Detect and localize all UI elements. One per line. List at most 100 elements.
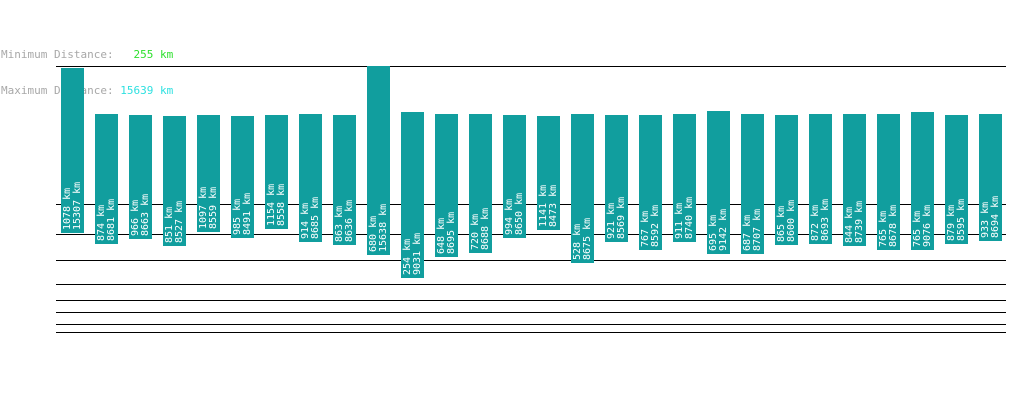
bar-rect bbox=[605, 115, 628, 242]
bar-min-label: 911 km bbox=[674, 203, 685, 239]
bar-min-label: 695 km bbox=[708, 215, 719, 251]
distance-bar: 1078 km 15307 km bbox=[61, 68, 84, 233]
distance-bar: 994 km 8650 km bbox=[503, 115, 526, 238]
bar-rect bbox=[843, 114, 866, 246]
bar-rect bbox=[707, 111, 730, 254]
bar-min-label: 1141 km bbox=[538, 185, 549, 227]
distance-bar: 911 km 8740 km bbox=[673, 114, 696, 242]
bar-max-label: 8592 km bbox=[650, 205, 661, 247]
distance-bar: 879 km 8595 km bbox=[945, 115, 968, 244]
bar-min-label: 720 km bbox=[470, 214, 481, 250]
bar-rect bbox=[775, 115, 798, 245]
bar-max-label: 8685 km bbox=[310, 197, 321, 239]
bar-rect bbox=[367, 66, 390, 255]
minimum-distance-row: Minimum Distance: 255 km bbox=[1, 49, 173, 61]
bar-min-label: 844 km bbox=[844, 207, 855, 243]
distance-bar: 921 km 8569 km bbox=[605, 115, 628, 242]
bar-rect bbox=[741, 114, 764, 254]
bar-rect bbox=[877, 114, 900, 250]
bar-max-label: 15307 km bbox=[72, 182, 83, 230]
bar-rect bbox=[401, 112, 424, 278]
bar-rect bbox=[639, 115, 662, 250]
bar-rect bbox=[61, 68, 84, 233]
minimum-distance-value: 255 km bbox=[120, 48, 174, 61]
bar-max-label: 8650 km bbox=[514, 193, 525, 235]
distance-bar: 1097 km 8559 km bbox=[197, 115, 220, 232]
distance-bar: 1141 km 8473 km bbox=[537, 116, 560, 230]
bar-min-label: 767 km bbox=[640, 211, 651, 247]
bar-min-label: 933 km bbox=[980, 202, 991, 238]
distance-bar: 767 km 8592 km bbox=[639, 115, 662, 250]
bar-min-label: 874 km bbox=[96, 205, 107, 241]
bar-max-label: 9031 km bbox=[412, 233, 423, 275]
distance-bar: 914 km 8685 km bbox=[299, 114, 322, 242]
bar-rect bbox=[299, 114, 322, 242]
bar-max-label: 8681 km bbox=[106, 199, 117, 241]
distance-bar: 933 km 8694 km bbox=[979, 114, 1002, 241]
bar-min-label: 994 km bbox=[504, 199, 515, 235]
bar-rect bbox=[809, 114, 832, 244]
distance-bar: 254 km 9031 km bbox=[401, 112, 424, 278]
bar-max-label: 8600 km bbox=[786, 200, 797, 242]
bar-max-label: 8491 km bbox=[242, 193, 253, 235]
bar-rect bbox=[231, 116, 254, 238]
distance-bar: 966 km 8663 km bbox=[129, 115, 152, 239]
distance-bar: 1154 km 8558 km bbox=[265, 115, 288, 229]
bar-rect bbox=[979, 114, 1002, 241]
bar-min-label: 765 km bbox=[912, 211, 923, 247]
bar-min-label: 648 km bbox=[436, 218, 447, 254]
bar-rect bbox=[435, 114, 458, 257]
bar-min-label: 865 km bbox=[776, 206, 787, 242]
bar-rect bbox=[333, 115, 356, 245]
distance-bar: 851 km 8527 km bbox=[163, 116, 186, 246]
bar-max-label: 8559 km bbox=[208, 187, 219, 229]
bar-min-label: 966 km bbox=[130, 200, 141, 236]
bar-max-label: 8675 km bbox=[582, 218, 593, 260]
bar-max-label: 9076 km bbox=[922, 205, 933, 247]
bar-rect bbox=[945, 115, 968, 244]
distance-bar: 695 km 9142 km bbox=[707, 111, 730, 254]
distance-bar: 687 km 8707 km bbox=[741, 114, 764, 254]
bar-max-label: 8636 km bbox=[344, 200, 355, 242]
bar-rect bbox=[911, 112, 934, 250]
bar-min-label: 851 km bbox=[164, 207, 175, 243]
distance-bar: 765 km 9076 km bbox=[911, 112, 934, 250]
bar-max-label: 8558 km bbox=[276, 184, 287, 226]
distance-bar: 985 km 8491 km bbox=[231, 116, 254, 238]
bar-rect bbox=[673, 114, 696, 242]
bar-min-label: 1154 km bbox=[266, 184, 277, 226]
bar-max-label: 8473 km bbox=[548, 185, 559, 227]
bar-min-label: 879 km bbox=[946, 205, 957, 241]
distance-bar: 865 km 8600 km bbox=[775, 115, 798, 245]
bar-max-label: 8527 km bbox=[174, 201, 185, 243]
bar-min-label: 765 km bbox=[878, 211, 889, 247]
bar-max-label: 9142 km bbox=[718, 209, 729, 251]
maximum-distance-value: 15639 km bbox=[120, 84, 174, 97]
bar-min-label: 914 km bbox=[300, 203, 311, 239]
distance-bar: 872 km 8693 km bbox=[809, 114, 832, 244]
distance-bar: 680 km 15638 km bbox=[367, 66, 390, 255]
bars: 1078 km 15307 km 874 km 8681 km 966 km 8663 k… bbox=[61, 66, 1002, 278]
bar-min-label: 1097 km bbox=[198, 187, 209, 229]
bar-max-label: 8740 km bbox=[684, 197, 695, 239]
distance-bar: 765 km 8678 km bbox=[877, 114, 900, 250]
bar-max-label: 8688 km bbox=[480, 208, 491, 250]
bar-rect bbox=[197, 115, 220, 232]
bar-max-label: 8678 km bbox=[888, 205, 899, 247]
bar-min-label: 863 km bbox=[334, 206, 345, 242]
bar-max-label: 8707 km bbox=[752, 209, 763, 251]
bar-min-label: 687 km bbox=[742, 215, 753, 251]
bar-max-label: 8695 km bbox=[446, 212, 457, 254]
distance-bar: 528 km 8675 km bbox=[571, 114, 594, 263]
bar-rect bbox=[503, 115, 526, 238]
bar-min-label: 921 km bbox=[606, 203, 617, 239]
bar-min-label: 528 km bbox=[572, 224, 583, 260]
distance-bar: 648 km 8695 km bbox=[435, 114, 458, 257]
bar-min-label: 1078 km bbox=[62, 188, 73, 230]
bar-rect bbox=[537, 116, 560, 230]
bar-min-label: 872 km bbox=[810, 205, 821, 241]
bar-rect bbox=[95, 114, 118, 244]
bar-max-label: 8569 km bbox=[616, 197, 627, 239]
bar-min-label: 254 km bbox=[402, 239, 413, 275]
